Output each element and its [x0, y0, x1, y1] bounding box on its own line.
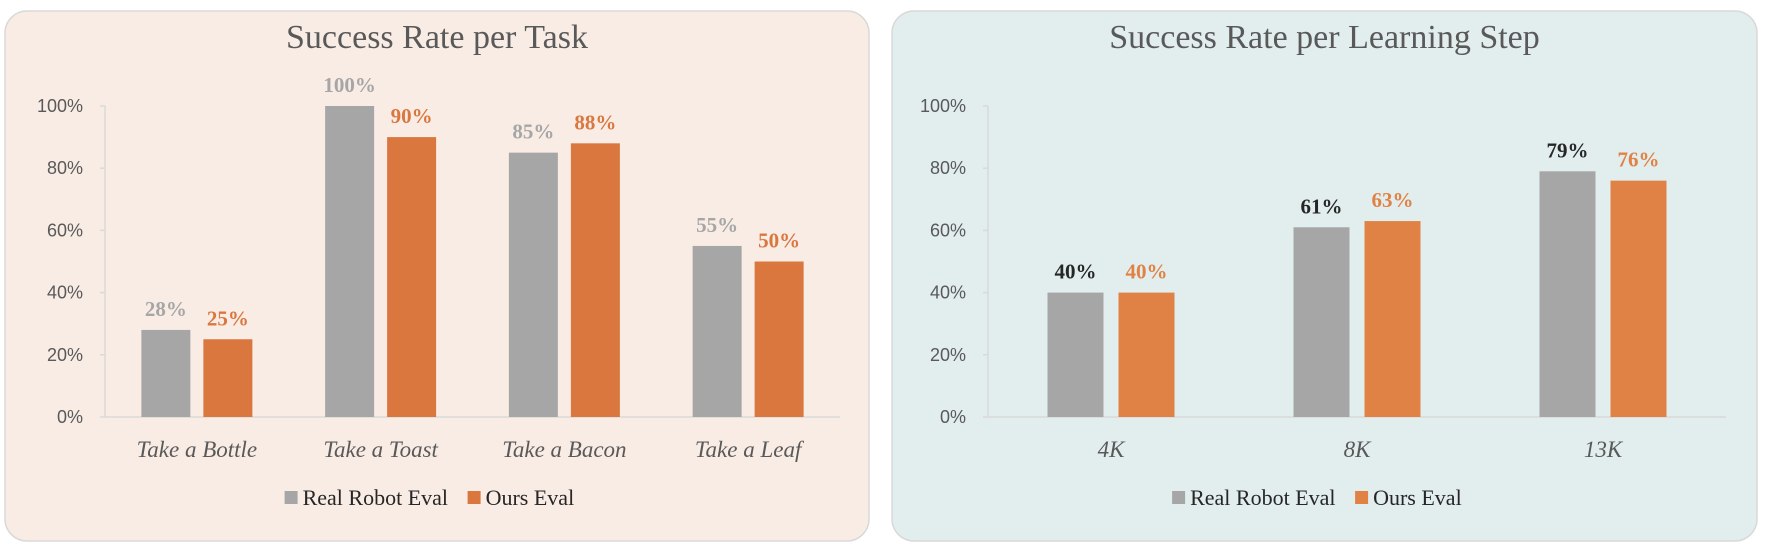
x-category-label: 13K [1584, 437, 1624, 462]
bar-real-robot-eval [1539, 171, 1596, 417]
legend-swatch [467, 491, 481, 504]
data-label: 25% [207, 306, 249, 330]
legend-label: Ours Eval [1373, 485, 1462, 510]
bar-ours-eval [1364, 221, 1421, 417]
bar-ours-eval [203, 339, 253, 417]
legend-swatch [284, 491, 298, 504]
legend-swatch [1355, 491, 1369, 504]
data-label: 79% [1547, 138, 1589, 162]
data-label: 50% [758, 229, 800, 253]
x-category-label: Take a Bacon [502, 437, 626, 462]
legend: Real Robot Eval Ours Eval [1172, 485, 1462, 510]
y-tick-label: 0% [57, 407, 83, 427]
y-tick-label: 20% [930, 345, 966, 365]
legend-label: Real Robot Eval [303, 485, 448, 510]
bar-real-robot-eval [325, 106, 375, 417]
bar-ours-eval [754, 261, 804, 417]
data-label: 90% [391, 104, 433, 128]
data-label: 76% [1618, 148, 1660, 172]
y-tick-label: 100% [920, 96, 966, 116]
bar-ours-eval [570, 143, 620, 417]
data-label: 88% [574, 110, 616, 134]
bar-ours-eval [1610, 180, 1667, 417]
x-category-label: Take a Leaf [695, 437, 805, 462]
y-tick-label: 60% [47, 220, 83, 240]
legend-item: Ours Eval [1355, 485, 1462, 510]
y-tick-label: 60% [930, 220, 966, 240]
y-tick-label: 80% [47, 158, 83, 178]
legend: Real Robot Eval Ours Eval [284, 485, 575, 510]
data-label: 63% [1372, 188, 1414, 212]
bar-real-robot-eval [1293, 227, 1350, 417]
bar-real-robot-eval [1047, 292, 1104, 417]
bar-real-robot-eval [508, 152, 558, 417]
data-label: 61% [1301, 194, 1343, 218]
x-category-label: 8K [1344, 437, 1373, 462]
x-category-label: 4K [1098, 437, 1127, 462]
data-label: 40% [1126, 260, 1168, 284]
chart-step: Success Rate per Learning Step 0% 20% 40% 60… [891, 10, 1758, 542]
chart-title: Success Rate per Learning Step [1109, 19, 1540, 56]
x-category-label: Take a Bottle [137, 437, 258, 462]
data-label: 55% [696, 213, 738, 237]
bar-ours-eval [1118, 292, 1175, 417]
legend-item: Ours Eval [467, 485, 575, 510]
data-label: 28% [145, 297, 187, 321]
y-tick-label: 0% [940, 407, 966, 427]
x-category-label: Take a Toast [323, 437, 438, 462]
bar-real-robot-eval [141, 329, 191, 417]
bar-real-robot-eval [692, 245, 742, 417]
bar-ours-eval [387, 137, 437, 417]
data-label: 100% [323, 73, 376, 97]
legend-label: Ours Eval [486, 485, 575, 510]
y-tick-label: 80% [930, 158, 966, 178]
legend-label: Real Robot Eval [1190, 485, 1335, 510]
data-label: 85% [512, 120, 554, 144]
data-label: 40% [1055, 260, 1097, 284]
chart-task: Success Rate per Task 0% 20% 40% 60% 80% 100% T… [4, 10, 870, 542]
y-tick-label: 40% [47, 283, 83, 303]
y-tick-label: 20% [47, 345, 83, 365]
y-tick-label: 40% [930, 283, 966, 303]
legend-item: Real Robot Eval [1172, 485, 1336, 510]
chart-title: Success Rate per Task [286, 19, 588, 56]
y-tick-label: 100% [37, 96, 83, 116]
legend-item: Real Robot Eval [284, 485, 448, 510]
legend-swatch [1172, 491, 1186, 504]
